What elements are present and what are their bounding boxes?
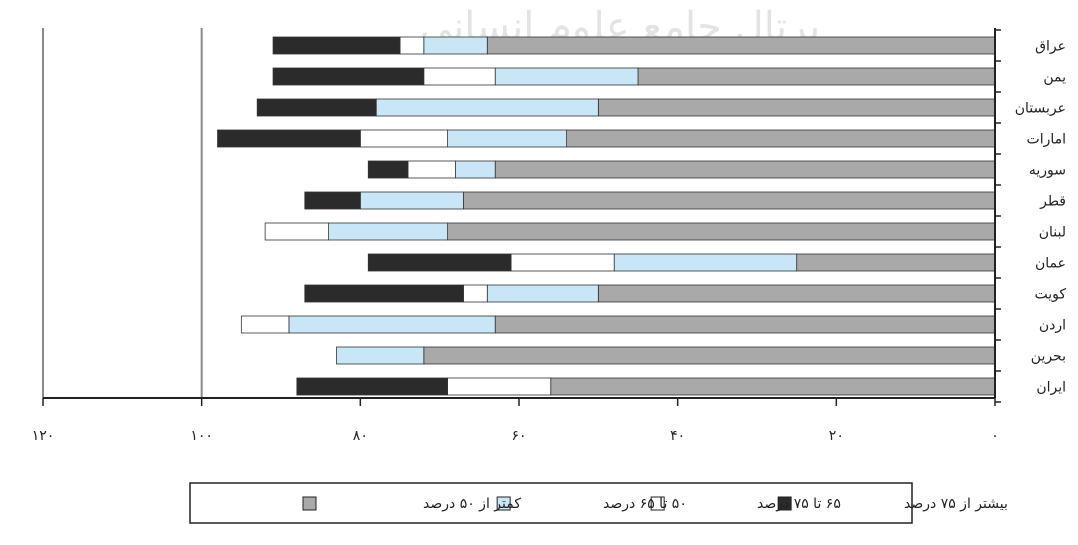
- bar-segment: [455, 160, 496, 179]
- bar-segment: [494, 67, 639, 86]
- bar-segment: [407, 160, 456, 179]
- bar-segment: [494, 160, 996, 179]
- bar-segment: [288, 315, 496, 334]
- legend-swatch: [777, 496, 792, 511]
- bar-segment: [510, 253, 615, 272]
- category-label: قطر: [1039, 194, 1066, 210]
- bar-segment: [256, 98, 377, 117]
- legend-label: بیشتر از ۷۵ درصد: [904, 496, 1008, 512]
- category-label: عمان: [1035, 256, 1066, 272]
- gridlines: [42, 28, 203, 398]
- bar-segment: [423, 36, 488, 55]
- category-label: سوریه: [1029, 163, 1066, 179]
- category-label: عربستان: [1015, 101, 1066, 117]
- legend-swatch: [650, 496, 665, 511]
- bar-segment: [304, 284, 464, 303]
- bar-segment: [613, 253, 798, 272]
- bar-segment: [494, 315, 996, 334]
- category-label: یمن: [1043, 70, 1066, 86]
- bar-segment: [367, 253, 512, 272]
- category-label: عراق: [1035, 39, 1066, 55]
- x-tick-label: ۴۰: [670, 428, 685, 444]
- legend-swatch: [302, 496, 317, 511]
- bar-segment: [367, 160, 409, 179]
- bar-segment: [272, 36, 401, 55]
- x-tick-label: ۶۰: [511, 428, 526, 444]
- category-labels: عراق یمن عربستان امارات سوریه قطر لبنان عمان کوی…: [1015, 39, 1067, 396]
- bar-segment: [359, 129, 449, 148]
- bar-segment: [447, 377, 552, 396]
- bar-segment: [375, 98, 599, 117]
- bar-segment: [359, 191, 464, 210]
- bar-segment: [447, 129, 568, 148]
- bar-segment: [637, 67, 996, 86]
- bar-segment: [217, 129, 361, 148]
- category-label: لبنان: [1039, 225, 1066, 241]
- x-tick-label: ۱۰۰: [190, 428, 213, 444]
- bar-segment: [463, 191, 996, 210]
- bar-segment: [597, 98, 996, 117]
- bars-group: [217, 36, 996, 396]
- x-tick-labels: ۰ ۲۰ ۴۰ ۶۰ ۸۰ ۱۰۰ ۱۲۰: [32, 428, 999, 444]
- bar-segment: [423, 346, 996, 365]
- legend: بیشتر از ۷۵ درصد ۶۵ تا ۷۵ درصد ۵۰ تا ۶۵ در…: [189, 482, 1008, 524]
- legend-label: ۶۵ تا ۷۵ درصد: [757, 496, 841, 512]
- category-label: کویت: [1034, 287, 1066, 303]
- axes-group: [42, 28, 1001, 406]
- bar-segment: [328, 222, 449, 241]
- bar-segment: [463, 284, 488, 303]
- x-tick-label: ۱۲۰: [32, 428, 55, 444]
- x-tick-label: ۲۰: [829, 428, 844, 444]
- x-tick-label: ۰: [991, 428, 999, 444]
- category-label: بحرین: [1031, 349, 1066, 365]
- bar-segment: [399, 36, 425, 55]
- category-label: ایران: [1036, 380, 1066, 396]
- bar-segment: [336, 346, 425, 365]
- bar-segment: [264, 222, 329, 241]
- bar-segment: [296, 377, 449, 396]
- legend-label: ۵۰ تا ۶۵ درصد: [603, 496, 687, 512]
- category-label: امارات: [1027, 132, 1066, 148]
- bar-segment: [447, 222, 996, 241]
- bar-segment: [423, 67, 496, 86]
- bar-segment: [550, 377, 996, 396]
- bar-segment: [597, 284, 996, 303]
- bar-segment: [272, 67, 425, 86]
- bar-segment: [796, 253, 996, 272]
- bar-segment: [566, 129, 996, 148]
- bar-segment: [240, 315, 290, 334]
- legend-label: کمتر از ۵۰ درصد: [423, 496, 521, 512]
- bar-segment: [486, 284, 599, 303]
- legend-swatch: [496, 496, 511, 511]
- bar-segment: [304, 191, 361, 210]
- x-tick-label: ۸۰: [353, 428, 368, 444]
- category-label: اردن: [1039, 318, 1066, 334]
- bar-segment: [486, 36, 996, 55]
